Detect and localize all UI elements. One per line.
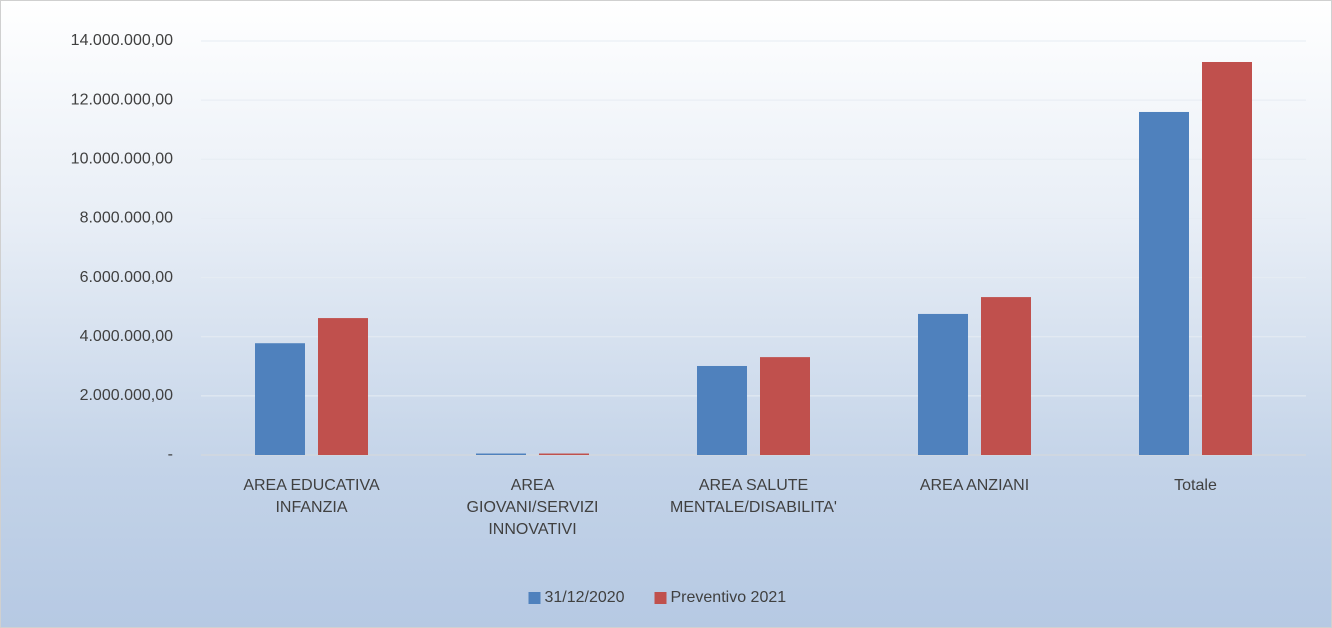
bar bbox=[539, 453, 589, 455]
bar bbox=[1202, 61, 1252, 455]
legend-label: 31/12/2020 bbox=[545, 589, 625, 606]
x-tick-label: AREA ANZIANI bbox=[919, 477, 1030, 494]
x-tick-label: AREA SALUTE MENTALE/DISABILITA' bbox=[670, 477, 837, 516]
y-tick-label: 6.000.000,00 bbox=[80, 269, 174, 286]
y-tick-label: 8.000.000,00 bbox=[80, 210, 174, 227]
legend-swatch bbox=[528, 592, 541, 604]
y-tick-label: 2.000.000,00 bbox=[80, 387, 174, 404]
bar bbox=[476, 453, 526, 455]
x-tick-label: Totale bbox=[1174, 477, 1217, 494]
x-tick-label: AREA EDUCATIVA INFANZIA bbox=[243, 477, 380, 516]
bar bbox=[697, 365, 747, 455]
bar bbox=[981, 297, 1031, 455]
bar bbox=[760, 357, 810, 455]
y-tick-label: 10.000.000,00 bbox=[71, 151, 173, 168]
bar bbox=[918, 313, 968, 455]
x-tick-label: AREA GIOVANI/SERVIZI INNOVATIVI bbox=[466, 477, 599, 538]
y-tick-label: 14.000.000,00 bbox=[71, 32, 173, 49]
y-tick-label: 12.000.000,00 bbox=[71, 91, 173, 108]
bar bbox=[255, 343, 305, 455]
y-tick-label: 4.000.000,00 bbox=[80, 328, 174, 345]
y-tick-label: - bbox=[168, 446, 173, 463]
legend-swatch bbox=[654, 592, 667, 604]
legend-label: Preventivo 2021 bbox=[671, 589, 787, 606]
bar bbox=[1139, 111, 1189, 455]
bar bbox=[318, 318, 368, 455]
